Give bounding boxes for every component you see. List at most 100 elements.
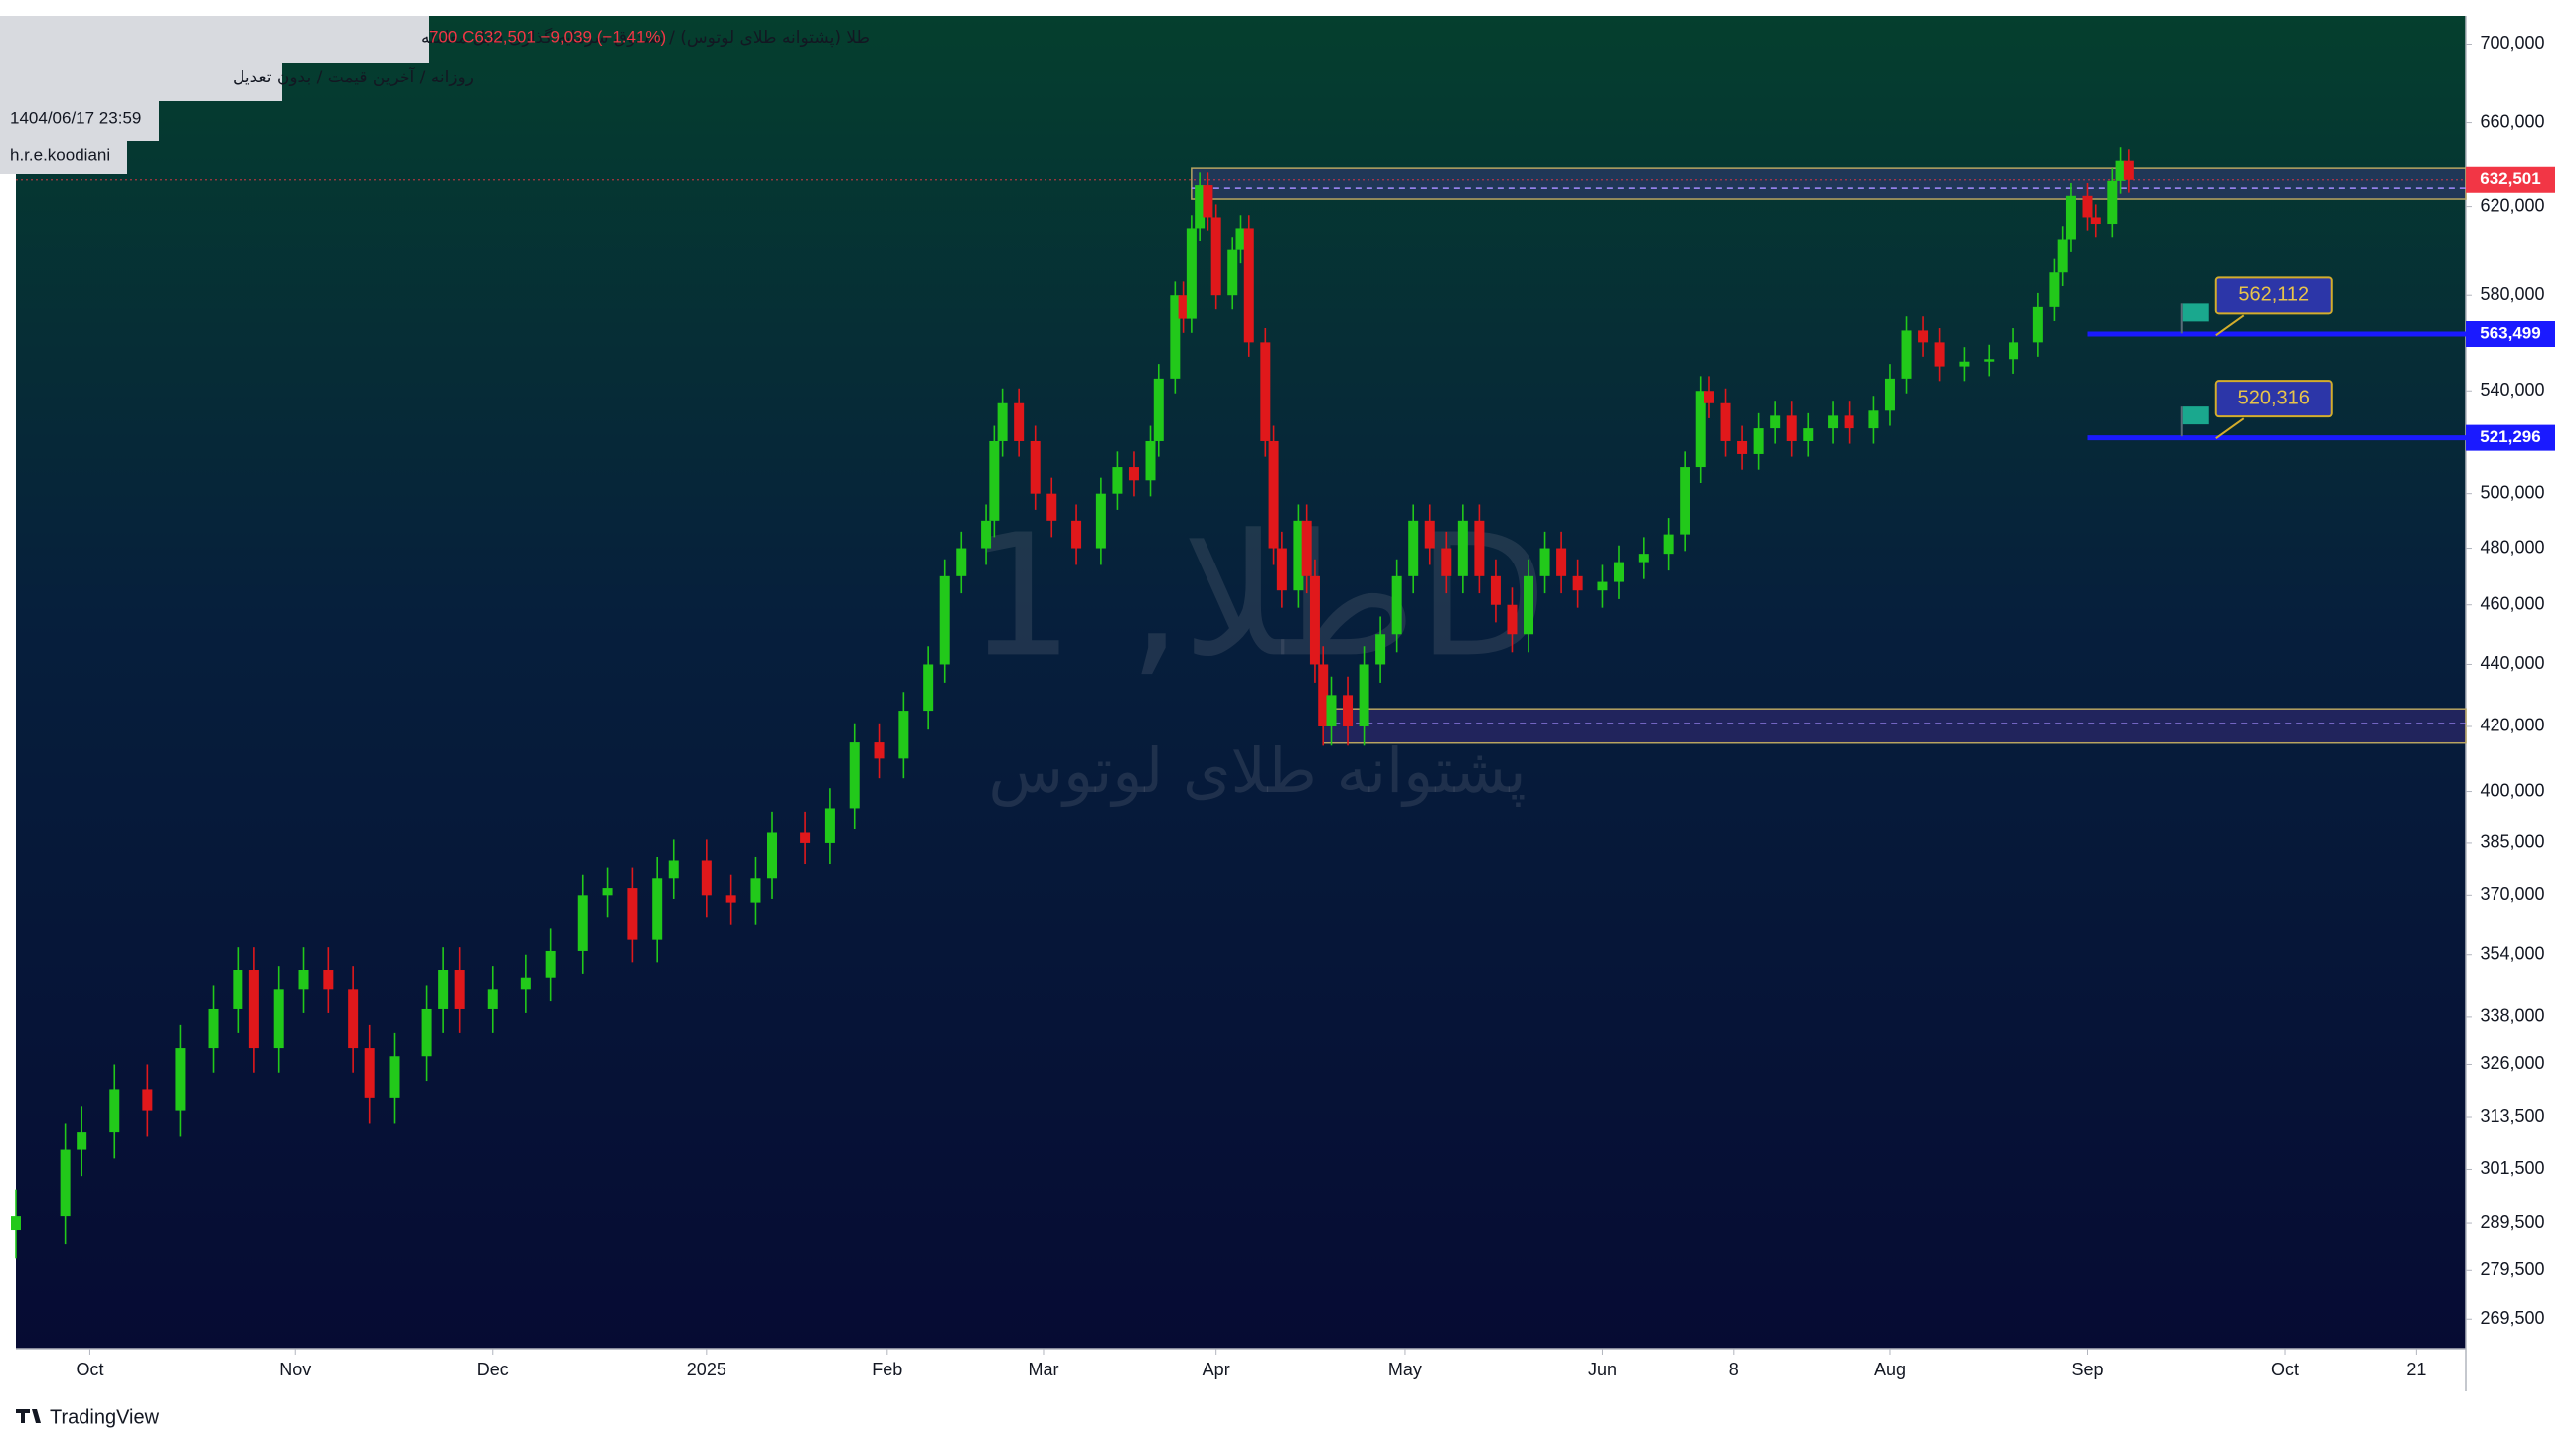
- candle-body: [1343, 695, 1354, 726]
- candle-body: [1572, 575, 1583, 591]
- callout-label: 520,316: [2238, 387, 2310, 408]
- candle-body: [1030, 440, 1041, 494]
- candle-body: [1071, 520, 1082, 549]
- candle-body: [1828, 415, 1839, 429]
- x-tick-label: Sep: [2071, 1360, 2103, 1379]
- y-tick-label: 440,000: [2480, 653, 2544, 673]
- price-tag: [2466, 424, 2555, 451]
- candle-body: [2115, 160, 2126, 181]
- y-tick-label: 480,000: [2480, 537, 2544, 557]
- candle-body: [1934, 342, 1945, 367]
- candle-body: [1474, 520, 1485, 576]
- candle-body: [248, 970, 259, 1049]
- x-tick-label: Jun: [1588, 1360, 1617, 1379]
- price-tag-label: 632,501: [2480, 169, 2540, 188]
- candle-body: [1507, 604, 1518, 635]
- candle-body: [1984, 359, 1995, 362]
- candle-body: [956, 548, 967, 576]
- candle-body: [1046, 493, 1057, 521]
- flag: [2182, 303, 2209, 322]
- candle-body: [2107, 180, 2118, 225]
- candle-body: [849, 742, 860, 809]
- candle-body: [1868, 410, 1879, 429]
- candle-body: [577, 895, 588, 951]
- candle-body: [2123, 160, 2134, 180]
- candle-body: [2090, 217, 2101, 225]
- candle-body: [1770, 415, 1781, 429]
- price-tag-label: 563,499: [2480, 323, 2540, 342]
- candle-body: [421, 1008, 432, 1057]
- y-tick-label: 460,000: [2480, 593, 2544, 613]
- candle-body: [1663, 534, 1674, 555]
- candle-body: [2065, 195, 2076, 240]
- candle-body: [1597, 581, 1608, 591]
- candle-body: [1095, 493, 1106, 549]
- candle-body: [1441, 548, 1452, 576]
- candle-body: [997, 402, 1008, 441]
- callout-label: 562,112: [2238, 284, 2309, 306]
- candle-body: [1260, 342, 1271, 441]
- callout-pointer: [2215, 417, 2245, 439]
- candle-body: [725, 895, 736, 903]
- candle-body: [874, 742, 885, 759]
- candle-body: [1539, 548, 1550, 576]
- candle-body: [2049, 272, 2060, 307]
- candle-body: [208, 1008, 219, 1049]
- y-tick-label: 301,500: [2480, 1158, 2544, 1178]
- candle-body: [273, 989, 284, 1049]
- candle-body: [668, 860, 679, 879]
- candle-body: [1186, 228, 1197, 319]
- candle-body: [545, 950, 556, 978]
- candle-body: [1556, 548, 1567, 576]
- y-tick-label: 313,500: [2480, 1106, 2544, 1126]
- candle-body: [1391, 575, 1402, 635]
- logo: [16, 1409, 41, 1423]
- x-tick-label: Oct: [76, 1360, 103, 1379]
- x-tick-label: 2025: [687, 1360, 726, 1379]
- candle-body: [1203, 185, 1213, 218]
- candle-body: [1326, 695, 1337, 726]
- candle-body: [800, 832, 811, 843]
- candle-body: [1227, 249, 1238, 296]
- candle-body: [2057, 239, 2068, 273]
- candle-body: [652, 878, 663, 940]
- candle-body: [898, 711, 909, 759]
- candle-body: [1178, 295, 1189, 319]
- candle-body: [1524, 575, 1534, 635]
- y-tick-label: 354,000: [2480, 943, 2544, 963]
- candle-body: [981, 520, 992, 549]
- candle-body: [701, 860, 712, 896]
- y-tick-label: 400,000: [2480, 780, 2544, 800]
- x-tick-label: May: [1388, 1360, 1422, 1379]
- candle-body: [2009, 342, 2019, 360]
- x-tick-label: Oct: [2271, 1360, 2299, 1379]
- y-tick-label: 700,000: [2480, 33, 2544, 53]
- zone: [1191, 167, 2467, 200]
- candle-body: [1918, 330, 1929, 343]
- candle-body: [2082, 195, 2093, 218]
- x-tick-label: Mar: [1028, 1360, 1058, 1379]
- candle-body: [1293, 520, 1304, 591]
- info-line: روزانه / آخرین قیمت / بدون تعدیل: [233, 66, 474, 87]
- candle-body: [60, 1149, 71, 1217]
- info-bg: [0, 141, 127, 174]
- candle-body: [1153, 378, 1164, 441]
- info-line: h.r.e.koodiani: [10, 145, 110, 164]
- candle-body: [109, 1089, 120, 1133]
- y-tick-label: 326,000: [2480, 1053, 2544, 1073]
- callout-pointer: [2215, 314, 2245, 337]
- candle-body: [323, 970, 334, 990]
- candle-body: [1145, 440, 1156, 481]
- candle-body: [767, 832, 778, 879]
- flag: [2182, 406, 2209, 425]
- candle-body: [1170, 295, 1181, 379]
- info-bg: [0, 101, 159, 141]
- candle-body: [1424, 520, 1435, 549]
- candle-body: [1243, 228, 1254, 343]
- price-tag: [2466, 321, 2555, 348]
- candle-body: [1195, 185, 1206, 229]
- marks: 562,112 520,316: [11, 147, 2467, 1259]
- candle-body: [1901, 330, 1912, 379]
- x-tick-label: Nov: [279, 1360, 311, 1379]
- candle-body: [454, 970, 465, 1009]
